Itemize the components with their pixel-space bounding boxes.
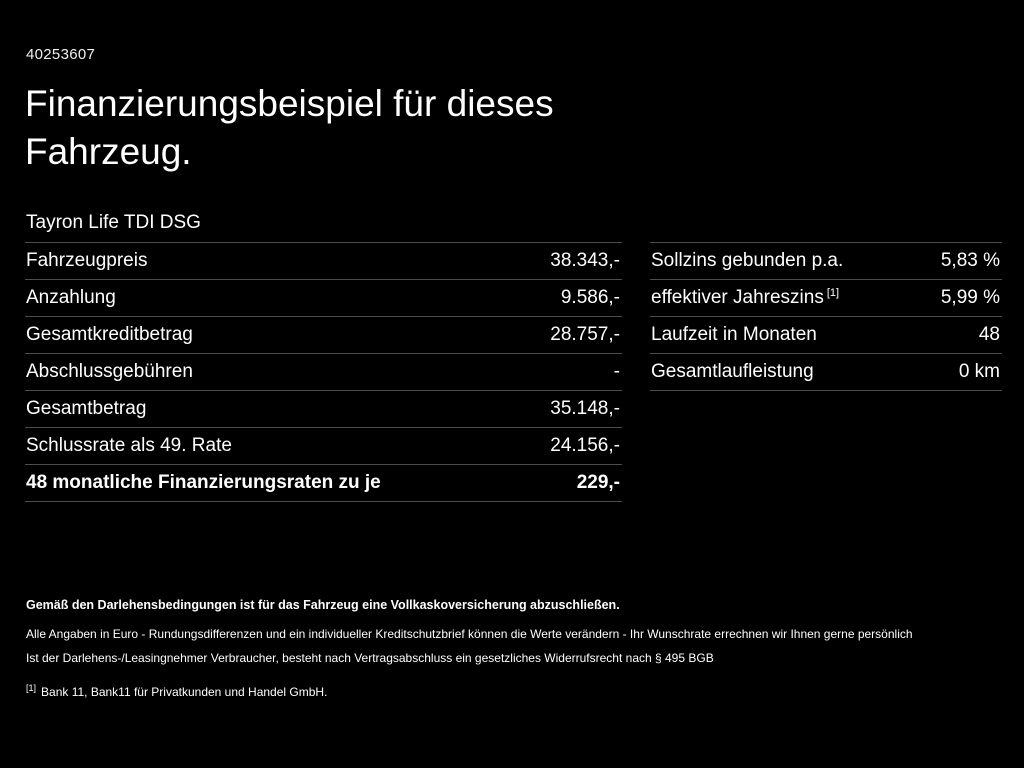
table-row-schlussrate: Schlussrate als 49. Rate 24.156,- [25, 427, 622, 464]
table-row-fahrzeugpreis: Fahrzeugpreis 38.343,- [25, 242, 622, 279]
row-label-text: effektiver Jahreszins [651, 287, 824, 308]
table-row-monatsrate: 48 monatliche Finanzierungsraten zu je 2… [25, 464, 622, 501]
legal-footer: Gemäß den Darlehensbedingungen ist für d… [26, 598, 1001, 699]
row-value: 24.156,- [550, 435, 620, 456]
disclaimer-line-1: Alle Angaben in Euro - Rundungsdifferenz… [26, 627, 913, 641]
row-value: 9.586,- [560, 287, 620, 308]
footnote-text: Bank 11, Bank11 für Privatkunden und Han… [41, 685, 328, 699]
row-value: 28.757,- [550, 324, 620, 345]
row-label: effektiver Jahreszins [1] [651, 287, 839, 309]
vehicle-model-name: Tayron Life TDI DSG [26, 212, 201, 233]
row-label: Laufzeit in Monaten [651, 324, 817, 345]
row-label: Fahrzeugpreis [26, 250, 148, 271]
table-row-abschlussgebuehren: Abschlussgebühren - [25, 353, 622, 390]
table-row-sollzins: Sollzins gebunden p.a. 5,83 % [650, 242, 1002, 279]
page-title-line1: Finanzierungsbeispiel für dieses [25, 83, 554, 124]
financing-cost-table: Fahrzeugpreis 38.343,- Anzahlung 9.586,-… [25, 242, 622, 502]
row-value: 0 km [958, 361, 1000, 382]
disclaimer-line-2: Ist der Darlehens-/Leasingnehmer Verbrau… [26, 651, 714, 665]
page-title-line2: Fahrzeug. [25, 131, 192, 172]
row-label: 48 monatliche Finanzierungsraten zu je [26, 472, 381, 493]
footnote-reference: [1] [826, 286, 840, 299]
table-row-laufzeit: Laufzeit in Monaten 48 [650, 316, 1002, 353]
footnote-marker: [1] [26, 683, 37, 693]
financing-conditions-table: Sollzins gebunden p.a. 5,83 % effektiver… [650, 242, 1002, 391]
row-value: 35.148,- [550, 398, 620, 419]
row-label: Gesamtlaufleistung [651, 361, 814, 382]
row-value: - [613, 361, 620, 382]
row-label: Sollzins gebunden p.a. [651, 250, 844, 271]
table-row-gesamtlaufleistung: Gesamtlaufleistung 0 km [650, 353, 1002, 390]
table-row-effektiver-jahreszins: effektiver Jahreszins [1] 5,99 % [650, 279, 1002, 316]
row-value: 38.343,- [550, 250, 620, 271]
vehicle-id: 40253607 [26, 46, 96, 63]
row-label: Anzahlung [26, 287, 116, 308]
insurance-requirement-note: Gemäß den Darlehensbedingungen ist für d… [26, 598, 620, 612]
row-value: 229,- [576, 472, 620, 493]
bank-footnote: [1] Bank 11, Bank11 für Privatkunden und … [26, 683, 1001, 699]
table-row-gesamtkreditbetrag: Gesamtkreditbetrag 28.757,- [25, 316, 622, 353]
table-row-anzahlung: Anzahlung 9.586,- [25, 279, 622, 316]
row-label: Gesamtbetrag [26, 398, 147, 419]
table-row-gesamtbetrag: Gesamtbetrag 35.148,- [25, 390, 622, 427]
row-value: 48 [978, 324, 1000, 345]
row-label: Schlussrate als 49. Rate [26, 435, 232, 456]
row-label: Gesamtkreditbetrag [26, 324, 193, 345]
row-value: 5,99 % [940, 287, 1000, 308]
page-title: Finanzierungsbeispiel für dieses Fahrzeu… [25, 80, 554, 176]
row-label: Abschlussgebühren [26, 361, 193, 382]
row-value: 5,83 % [940, 250, 1000, 271]
